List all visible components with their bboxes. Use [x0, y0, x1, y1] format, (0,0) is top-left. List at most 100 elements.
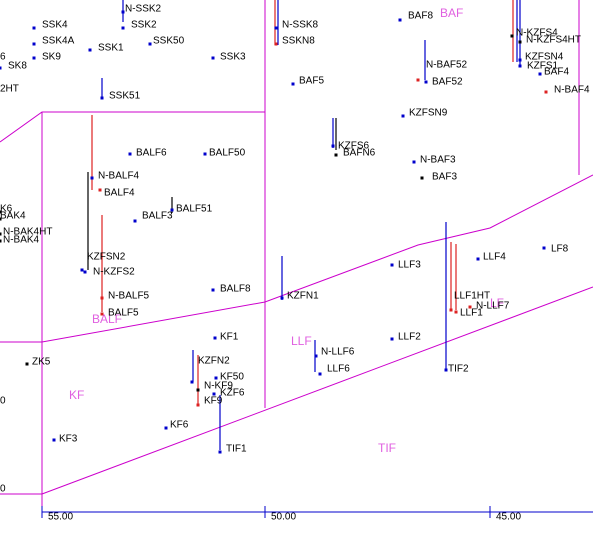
- well-marker[interactable]: [196, 388, 200, 392]
- well[interactable]: LLF2: [390, 331, 422, 342]
- well-marker[interactable]: [454, 310, 458, 314]
- well[interactable]: SSK4A: [32, 35, 75, 46]
- well[interactable]: N-SSK2: [121, 3, 162, 14]
- well-marker[interactable]: [212, 392, 216, 396]
- well-marker[interactable]: [211, 288, 215, 292]
- well[interactable]: KZFSN4: [518, 51, 564, 62]
- well[interactable]: KF1: [213, 331, 239, 342]
- well[interactable]: BALF8: [211, 283, 252, 294]
- well[interactable]: KZFSN9: [401, 107, 448, 118]
- well[interactable]: SSK51: [100, 90, 141, 101]
- well-marker[interactable]: [468, 305, 472, 309]
- well[interactable]: KF6: [164, 419, 189, 430]
- well[interactable]: 0: [0, 395, 6, 406]
- well[interactable]: BALF3: [133, 210, 174, 223]
- well[interactable]: N-BAF52: [416, 59, 468, 82]
- well-marker[interactable]: [334, 153, 338, 157]
- well-marker[interactable]: [331, 144, 335, 148]
- well-marker[interactable]: [274, 26, 278, 30]
- well[interactable]: BAF52: [424, 76, 464, 87]
- well[interactable]: BALF5: [100, 307, 140, 318]
- well-marker[interactable]: [398, 18, 402, 22]
- well[interactable]: N-BALF4: [90, 170, 140, 181]
- well[interactable]: N-LLF6: [314, 346, 355, 358]
- well-marker[interactable]: [214, 376, 218, 380]
- well-marker[interactable]: [274, 42, 278, 46]
- well-marker[interactable]: [476, 257, 480, 261]
- well[interactable]: N-KZFS2: [83, 266, 136, 277]
- well-marker[interactable]: [25, 362, 29, 366]
- well[interactable]: KZFS1: [518, 60, 559, 71]
- well[interactable]: TIF2: [444, 363, 469, 374]
- well[interactable]: SSK4: [32, 19, 69, 30]
- well-marker[interactable]: [121, 26, 125, 30]
- well-marker[interactable]: [544, 90, 548, 94]
- well[interactable]: BAFN6: [334, 147, 376, 158]
- well-marker[interactable]: [314, 354, 318, 358]
- well[interactable]: 2HT: [0, 83, 19, 94]
- well-marker[interactable]: [390, 337, 394, 341]
- well-marker[interactable]: [449, 308, 453, 312]
- well[interactable]: KZFN2: [190, 355, 231, 384]
- well-marker[interactable]: [32, 42, 36, 46]
- well-marker[interactable]: [52, 438, 56, 442]
- well-marker[interactable]: [121, 10, 125, 14]
- well[interactable]: N-KZFS4: [510, 27, 559, 38]
- well-marker[interactable]: [80, 268, 84, 272]
- well-marker[interactable]: [100, 312, 104, 316]
- well-marker[interactable]: [90, 176, 94, 180]
- well-marker[interactable]: [0, 239, 2, 243]
- well[interactable]: LLF1HT: [449, 290, 491, 312]
- well[interactable]: SSK3: [211, 51, 247, 62]
- well[interactable]: LLF6: [318, 363, 351, 376]
- well[interactable]: N-KZFS4HT: [518, 34, 582, 45]
- well[interactable]: SK8: [0, 60, 27, 71]
- well-marker[interactable]: [420, 176, 424, 180]
- well[interactable]: BALF51: [170, 203, 213, 214]
- well-marker[interactable]: [518, 58, 522, 62]
- well-marker[interactable]: [416, 78, 420, 82]
- well[interactable]: KZF6: [212, 387, 245, 398]
- well[interactable]: ZK5: [25, 356, 51, 367]
- well[interactable]: N-SSK8: [274, 19, 319, 30]
- well-marker[interactable]: [390, 263, 394, 267]
- well[interactable]: N-BAK4HT: [0, 226, 52, 237]
- well-marker[interactable]: [0, 232, 2, 236]
- well-marker[interactable]: [170, 208, 174, 212]
- well[interactable]: KF9: [196, 395, 223, 407]
- well-marker[interactable]: [538, 72, 542, 76]
- well-marker[interactable]: [0, 66, 2, 70]
- well-marker[interactable]: [83, 270, 87, 274]
- well[interactable]: N-BAF3: [412, 154, 457, 165]
- well-marker[interactable]: [280, 296, 284, 300]
- well-marker[interactable]: [510, 34, 514, 38]
- well[interactable]: BAF3: [420, 171, 458, 182]
- well[interactable]: LLF3: [390, 259, 422, 270]
- well[interactable]: KZFSN2: [80, 251, 126, 272]
- well-marker[interactable]: [164, 426, 168, 430]
- well[interactable]: BAF8: [398, 10, 434, 22]
- well[interactable]: BAF4: [538, 66, 570, 77]
- well-marker[interactable]: [218, 450, 222, 454]
- well-marker[interactable]: [0, 217, 2, 221]
- well[interactable]: SSK1: [88, 42, 125, 53]
- well-marker[interactable]: [318, 372, 322, 376]
- well[interactable]: KZFS6: [331, 140, 370, 151]
- well[interactable]: SSK50: [148, 35, 185, 46]
- well[interactable]: 0: [0, 483, 6, 494]
- well-marker[interactable]: [148, 42, 152, 46]
- well-marker[interactable]: [0, 210, 2, 214]
- well-marker[interactable]: [542, 246, 546, 250]
- well[interactable]: LLF1: [454, 307, 484, 318]
- well[interactable]: BALF4: [98, 187, 136, 198]
- well[interactable]: KF50: [214, 371, 245, 382]
- well-marker[interactable]: [32, 26, 36, 30]
- well[interactable]: SK9: [32, 51, 62, 62]
- well-marker[interactable]: [196, 403, 200, 407]
- well-marker[interactable]: [203, 152, 207, 156]
- well-marker[interactable]: [88, 48, 92, 52]
- well[interactable]: LF8: [542, 243, 569, 254]
- well[interactable]: LLF4: [476, 251, 507, 262]
- well[interactable]: BALF50: [203, 147, 246, 158]
